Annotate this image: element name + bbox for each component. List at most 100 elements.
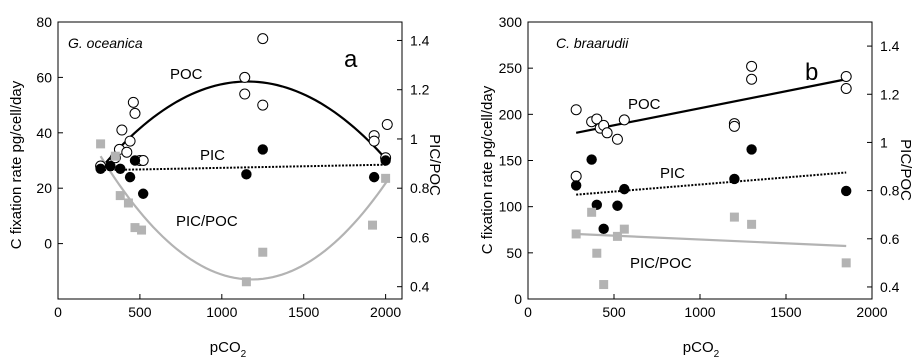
right-y-tick-label: 1.2 xyxy=(880,86,900,102)
panel-a-right-y-axis-label: PIC/POC xyxy=(426,134,443,196)
panel-b-y-ticks: 0 50 100 150 200 250 300 xyxy=(499,14,533,307)
pic-poc-point xyxy=(381,173,391,183)
poc-point xyxy=(728,120,740,132)
poc-point xyxy=(129,107,141,119)
panel-b-letter: b xyxy=(805,59,818,86)
y-tick-label: 40 xyxy=(36,125,52,141)
x-tick-label: 0 xyxy=(54,304,62,320)
pic-point xyxy=(95,163,106,175)
panel-b-poc-label: POC xyxy=(628,96,661,113)
pic-point xyxy=(380,155,391,166)
y-tick-label: 20 xyxy=(36,180,52,196)
y-tick-label: 60 xyxy=(36,69,52,85)
right-y-tick-label: 0.6 xyxy=(410,229,430,245)
panel-a-data-points xyxy=(95,33,393,287)
right-y-tick-label: 1 xyxy=(410,131,418,147)
pic-poc-point xyxy=(258,247,268,257)
panel-b-species-label: C. braarudii xyxy=(556,35,629,51)
pic-point xyxy=(586,154,597,165)
x-tick-label: 500 xyxy=(602,304,626,320)
right-y-tick-label: 0.6 xyxy=(880,231,900,247)
poc-point xyxy=(257,33,269,45)
pic-poc-point xyxy=(599,280,609,290)
pic-point xyxy=(129,155,141,166)
pic-poc-point xyxy=(729,212,739,222)
pic-point xyxy=(619,183,630,195)
right-y-tick-label: 1.4 xyxy=(880,38,900,54)
pic-poc-point xyxy=(241,277,251,287)
pic-point xyxy=(598,223,609,235)
pic-poc-point xyxy=(130,223,140,233)
poc-point xyxy=(746,73,758,85)
y-tick-label: 0 xyxy=(514,291,522,307)
poc-point xyxy=(840,82,852,94)
right-y-tick-label: 0.4 xyxy=(410,279,430,295)
pic-poc-point xyxy=(368,220,378,230)
pic-poc-point xyxy=(96,139,106,149)
pic-poc-point xyxy=(571,229,581,239)
poc-point xyxy=(840,70,852,82)
panel-a-species-label: G. oceanica xyxy=(68,35,143,51)
x-tick-label: 1500 xyxy=(770,304,801,320)
y-tick-label: 250 xyxy=(499,60,523,76)
poc-point xyxy=(618,114,630,126)
panel-a-y-ticks: 0 20 40 60 80 xyxy=(36,14,63,252)
poc-point xyxy=(570,170,582,182)
panel-a: 0 500 1000 1500 2000 0 20 40 60 80 0.4 0.6 0.8 1 1.2… xyxy=(8,14,443,360)
fit-line-pic xyxy=(100,163,388,172)
y-tick-label: 300 xyxy=(499,14,523,30)
panel-b-pic-label: PIC xyxy=(660,165,685,182)
poc-point xyxy=(124,135,136,147)
x-tick-label: 1000 xyxy=(206,304,237,320)
y-tick-label: 100 xyxy=(499,199,523,215)
pic-point xyxy=(241,169,252,180)
x-tick-label: 0 xyxy=(524,304,532,320)
pic-poc-point xyxy=(110,151,120,161)
panel-a-right-y-ticks: 0.4 0.6 0.8 1 1.2 1.4 xyxy=(397,32,430,295)
x-tick-label: 500 xyxy=(128,304,152,320)
panel-a-letter: a xyxy=(344,46,358,73)
pic-poc-point xyxy=(592,248,602,258)
right-y-tick-label: 0.8 xyxy=(410,180,430,196)
pic-poc-point xyxy=(115,191,125,201)
pic-point xyxy=(105,160,116,172)
panel-b-data-points xyxy=(570,60,852,290)
poc-point xyxy=(381,118,393,130)
pic-point xyxy=(729,173,740,185)
pic-poc-point xyxy=(137,225,147,235)
pic-point xyxy=(612,200,623,211)
pic-point xyxy=(841,185,852,197)
pic-point xyxy=(124,171,136,183)
pic-poc-point xyxy=(587,207,597,217)
poc-point xyxy=(611,133,623,145)
x-tick-label: 2000 xyxy=(370,304,401,320)
panel-a-poc-label: POC xyxy=(170,66,203,83)
x-tick-label: 2000 xyxy=(856,304,887,320)
poc-point xyxy=(257,99,269,111)
right-y-tick-label: 1.4 xyxy=(410,32,430,48)
poc-point xyxy=(121,146,133,158)
pic-point xyxy=(137,188,149,199)
y-tick-label: 80 xyxy=(36,14,52,30)
pic-poc-point xyxy=(612,231,622,241)
panel-b-fit-lines xyxy=(575,78,847,248)
poc-point xyxy=(601,127,613,139)
panel-a-x-ticks: 0 500 1000 1500 2000 xyxy=(54,294,401,320)
panel-b-right-y-axis-label: PIC/POC xyxy=(897,139,914,201)
panel-a-fit-lines xyxy=(99,80,389,281)
pic-point xyxy=(591,199,602,211)
fit-line-poc xyxy=(575,78,847,134)
pic-poc-point xyxy=(619,224,629,234)
panel-a-y-axis-label: C fixation rate pg/cell/day xyxy=(8,80,25,249)
right-y-tick-label: 0.8 xyxy=(880,183,900,199)
panel-a-plot-frame xyxy=(57,21,403,300)
pic-poc-point xyxy=(841,258,851,268)
panel-b-y-axis-label: C fixation rate pg/cell/day xyxy=(479,85,496,254)
panel-a-picpoc-label: PIC/POC xyxy=(176,213,238,230)
pic-point xyxy=(368,171,380,183)
poc-point xyxy=(368,135,380,147)
panel-b-plot-frame xyxy=(527,21,873,300)
panel-a-pic-label: PIC xyxy=(200,147,225,164)
pic-point xyxy=(570,180,582,191)
